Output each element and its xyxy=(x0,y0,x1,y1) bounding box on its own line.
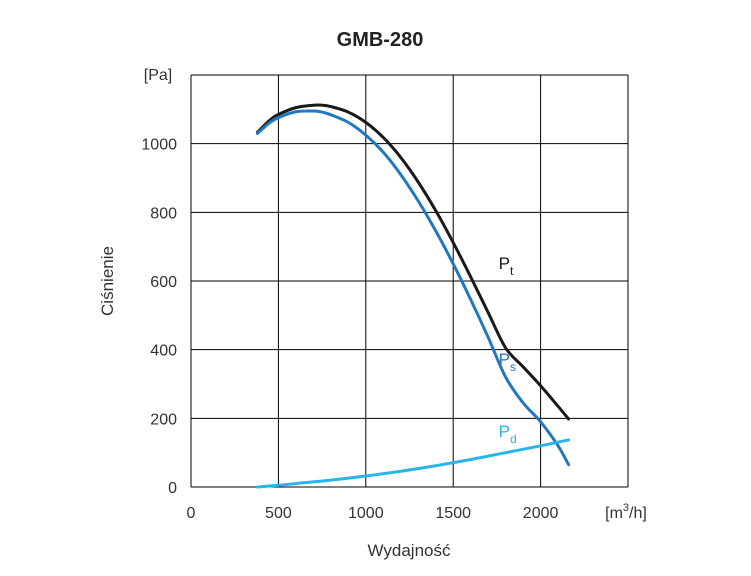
x-tick-label: 500 xyxy=(265,505,292,522)
curve-labels: Pt Ps Pd xyxy=(499,254,517,446)
y-axis-title: Ciśnienie xyxy=(98,246,117,316)
x-axis-title: Wydajność xyxy=(368,541,451,560)
y-tick-label: 600 xyxy=(150,274,177,291)
y-tick-label: 200 xyxy=(150,411,177,428)
chart-title: GMB-280 xyxy=(337,29,424,51)
x-tick-label: 0 xyxy=(187,505,196,522)
curve-ps xyxy=(255,109,571,467)
x-tick-label: 1500 xyxy=(435,505,471,522)
plot-grid xyxy=(190,74,629,488)
y-tick-label: 400 xyxy=(150,343,177,360)
label-pt: Pt xyxy=(499,254,514,278)
y-tick-label: 1000 xyxy=(141,137,177,154)
label-ps: Ps xyxy=(499,350,516,374)
y-tick-label: 0 xyxy=(168,480,177,497)
data-curves xyxy=(255,103,571,489)
x-tick-label: 2000 xyxy=(523,505,559,522)
label-pd: Pd xyxy=(499,422,517,446)
x-tick-labels: 0 500 1000 1500 2000 xyxy=(187,505,559,522)
x-tick-label: 1000 xyxy=(348,505,384,522)
y-tick-label: 800 xyxy=(150,205,177,222)
x-axis-unit: [m3/h] xyxy=(605,502,647,522)
y-axis-unit: [Pa] xyxy=(144,67,172,84)
curve-pd xyxy=(255,438,571,489)
curve-pt xyxy=(255,103,571,421)
y-tick-labels: 0 200 400 600 800 1000 xyxy=(141,137,177,497)
